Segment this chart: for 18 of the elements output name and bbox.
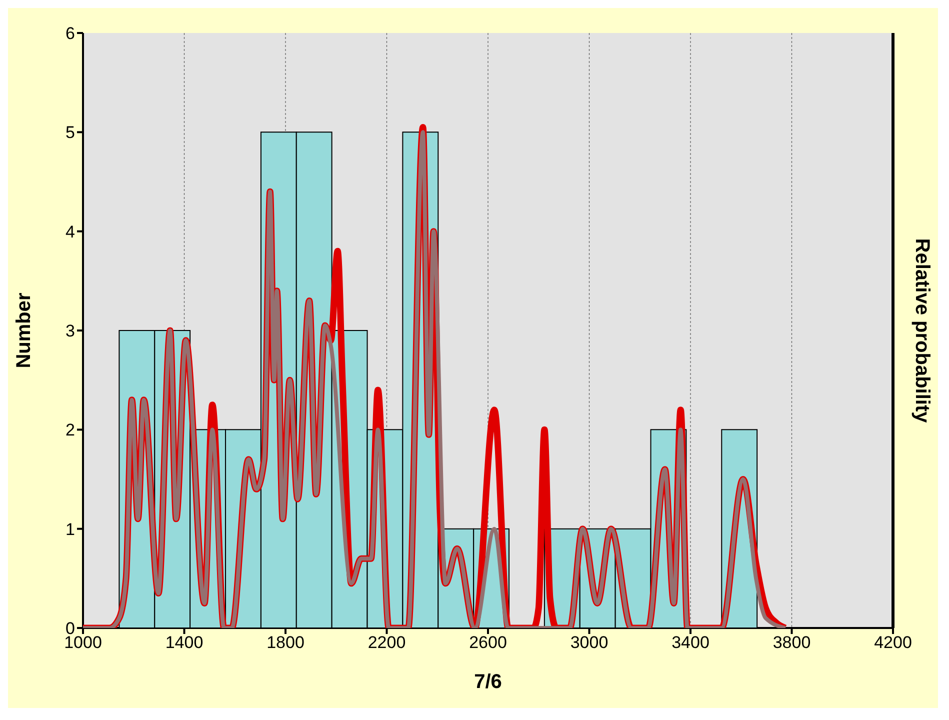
x-tick-label: 1000 [64,633,102,652]
x-axis-title: 7/6 [474,671,502,693]
x-tick-label: 2600 [469,633,507,652]
x-tick-label: 1800 [266,633,304,652]
y-tick-label: 1 [66,520,75,539]
x-tick-label: 3800 [772,633,811,652]
x-tick-label: 4200 [874,633,912,652]
x-tick-label: 3400 [672,633,710,652]
y2-axis-title: Relative probability [910,238,933,424]
y-tick-label: 6 [66,24,75,44]
x-tick-label: 2200 [368,633,406,652]
x-tick-label: 1400 [165,633,204,652]
y-tick-label: 3 [66,322,75,341]
y-tick-label: 5 [66,123,75,142]
x-tick-label: 3000 [570,633,608,652]
y-tick-label: 4 [66,222,75,242]
y-tick-label: 2 [66,420,75,440]
y-axis-title: Number [13,292,36,368]
